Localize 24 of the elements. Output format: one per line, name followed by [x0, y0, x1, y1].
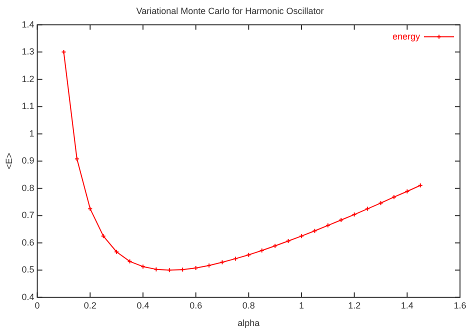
y-tick-label: 1.3	[22, 46, 34, 57]
legend-label: energy	[392, 31, 420, 42]
y-tick-label: 0.7	[22, 210, 34, 220]
x-tick-label: 1.6	[454, 300, 466, 310]
y-tick-label: 1.2	[22, 74, 34, 84]
x-tick-label: 1.2	[348, 300, 361, 310]
y-tick-label: 1.1	[22, 101, 34, 112]
y-tick-label: 1.4	[22, 19, 34, 30]
x-tick-label: 0.4	[136, 300, 150, 310]
x-axis-title: alpha	[238, 318, 260, 328]
x-tick-label: 1	[298, 300, 304, 310]
chart-title: Variational Monte Carlo for Harmonic Oscillator	[136, 6, 324, 16]
x-tick-label: 0.8	[242, 300, 255, 310]
x-tick-label: 0.6	[190, 300, 202, 310]
y-tick-label: 0.6	[22, 237, 34, 248]
y-tick-label: 0.8	[22, 182, 34, 193]
y-tick-label: 1	[29, 128, 34, 138]
x-tick-label: 0	[34, 300, 40, 310]
y-tick-label: 0.4	[22, 292, 34, 302]
y-axis-title: <E>	[4, 152, 14, 170]
y-tick-label: 0.9	[22, 156, 34, 166]
y-tick-label: 0.5	[22, 264, 34, 275]
x-tick-label: 1.4	[400, 300, 414, 310]
x-tick-label: 0.2	[84, 300, 96, 310]
